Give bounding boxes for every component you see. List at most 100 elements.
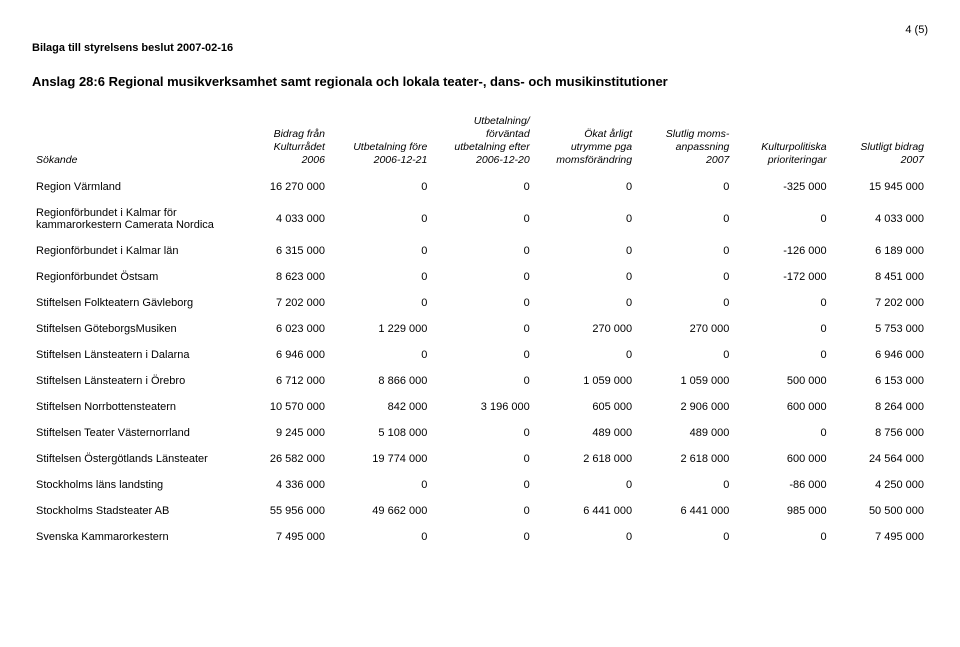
value-cell: 5 108 000 xyxy=(329,420,431,446)
value-cell: 0 xyxy=(733,316,830,342)
value-cell: 4 336 000 xyxy=(237,472,329,498)
value-cell: 489 000 xyxy=(636,420,733,446)
table-row: Regionförbundet i Kalmar för kammarorkes… xyxy=(32,200,928,238)
value-cell: 0 xyxy=(534,472,636,498)
value-cell: 0 xyxy=(534,524,636,550)
table-row: Stiftelsen Länsteatern i Örebro6 712 000… xyxy=(32,368,928,394)
value-cell: 500 000 xyxy=(733,368,830,394)
column-header: Slutlig moms-anpassning2007 xyxy=(636,113,733,174)
table-row: Region Värmland16 270 0000000-325 00015 … xyxy=(32,174,928,200)
value-cell: 2 906 000 xyxy=(636,394,733,420)
value-cell: 2 618 000 xyxy=(636,446,733,472)
value-cell: 4 033 000 xyxy=(237,200,329,238)
value-cell: 10 570 000 xyxy=(237,394,329,420)
table-row: Stiftelsen Östergötlands Länsteater26 58… xyxy=(32,446,928,472)
value-cell: 0 xyxy=(733,342,830,368)
value-cell: 5 753 000 xyxy=(831,316,928,342)
column-header: Sökande xyxy=(32,113,237,174)
value-cell: 0 xyxy=(733,290,830,316)
value-cell: 270 000 xyxy=(534,316,636,342)
value-cell: 0 xyxy=(431,524,533,550)
table-row: Stiftelsen Folkteatern Gävleborg7 202 00… xyxy=(32,290,928,316)
applicant-cell: Regionförbundet i Kalmar för kammarorkes… xyxy=(32,200,237,238)
value-cell: 0 xyxy=(534,264,636,290)
value-cell: 2 618 000 xyxy=(534,446,636,472)
value-cell: 55 956 000 xyxy=(237,498,329,524)
value-cell: 0 xyxy=(636,524,733,550)
value-cell: 0 xyxy=(329,238,431,264)
value-cell: 0 xyxy=(431,316,533,342)
column-header: Slutligt bidrag2007 xyxy=(831,113,928,174)
value-cell: 0 xyxy=(329,290,431,316)
value-cell: 1 059 000 xyxy=(636,368,733,394)
applicant-cell: Stiftelsen Folkteatern Gävleborg xyxy=(32,290,237,316)
value-cell: 16 270 000 xyxy=(237,174,329,200)
column-header: Utbetalning/förväntadutbetalning efter20… xyxy=(431,113,533,174)
table-row: Stiftelsen GöteborgsMusiken6 023 0001 22… xyxy=(32,316,928,342)
applicant-cell: Stiftelsen Norrbottensteatern xyxy=(32,394,237,420)
table-body: Region Värmland16 270 0000000-325 00015 … xyxy=(32,174,928,550)
value-cell: 6 441 000 xyxy=(534,498,636,524)
value-cell: 0 xyxy=(534,200,636,238)
value-cell: 15 945 000 xyxy=(831,174,928,200)
value-cell: -172 000 xyxy=(733,264,830,290)
column-header: Kulturpolitiskaprioriteringar xyxy=(733,113,830,174)
value-cell: 0 xyxy=(431,498,533,524)
applicant-cell: Region Värmland xyxy=(32,174,237,200)
applicant-cell: Svenska Kammarorkestern xyxy=(32,524,237,550)
table-row: Stiftelsen Norrbottensteatern10 570 0008… xyxy=(32,394,928,420)
value-cell: 0 xyxy=(733,200,830,238)
value-cell: 8 866 000 xyxy=(329,368,431,394)
value-cell: 600 000 xyxy=(733,394,830,420)
value-cell: 7 202 000 xyxy=(237,290,329,316)
value-cell: 489 000 xyxy=(534,420,636,446)
value-cell: 0 xyxy=(431,264,533,290)
value-cell: 6 441 000 xyxy=(636,498,733,524)
value-cell: 7 495 000 xyxy=(237,524,329,550)
value-cell: 1 229 000 xyxy=(329,316,431,342)
value-cell: 8 623 000 xyxy=(237,264,329,290)
applicant-cell: Regionförbundet i Kalmar län xyxy=(32,238,237,264)
value-cell: 26 582 000 xyxy=(237,446,329,472)
applicant-cell: Regionförbundet Östsam xyxy=(32,264,237,290)
value-cell: 0 xyxy=(636,238,733,264)
table-row: Stockholms läns landsting4 336 0000000-8… xyxy=(32,472,928,498)
value-cell: 0 xyxy=(431,420,533,446)
value-cell: 4 033 000 xyxy=(831,200,928,238)
value-cell: 0 xyxy=(431,174,533,200)
value-cell: 0 xyxy=(431,446,533,472)
applicant-cell: Stiftelsen GöteborgsMusiken xyxy=(32,316,237,342)
value-cell: 8 451 000 xyxy=(831,264,928,290)
value-cell: 6 023 000 xyxy=(237,316,329,342)
value-cell: 842 000 xyxy=(329,394,431,420)
value-cell: 6 153 000 xyxy=(831,368,928,394)
value-cell: 6 315 000 xyxy=(237,238,329,264)
table-row: Stockholms Stadsteater AB55 956 00049 66… xyxy=(32,498,928,524)
applicant-cell: Stiftelsen Länsteatern i Dalarna xyxy=(32,342,237,368)
appendix-line: Bilaga till styrelsens beslut 2007-02-16 xyxy=(32,42,928,54)
value-cell: 6 946 000 xyxy=(237,342,329,368)
value-cell: 600 000 xyxy=(733,446,830,472)
data-table: SökandeBidrag frånKulturrådet2006Utbetal… xyxy=(32,113,928,550)
value-cell: 0 xyxy=(329,200,431,238)
column-header: Ökat årligtutrymme pgamomsförändring xyxy=(534,113,636,174)
value-cell: 0 xyxy=(636,290,733,316)
value-cell: 0 xyxy=(534,238,636,264)
value-cell: 0 xyxy=(733,420,830,446)
value-cell: 985 000 xyxy=(733,498,830,524)
value-cell: 8 264 000 xyxy=(831,394,928,420)
value-cell: 24 564 000 xyxy=(831,446,928,472)
value-cell: 6 189 000 xyxy=(831,238,928,264)
value-cell: 0 xyxy=(329,264,431,290)
value-cell: 0 xyxy=(431,342,533,368)
value-cell: 49 662 000 xyxy=(329,498,431,524)
value-cell: 0 xyxy=(733,524,830,550)
value-cell: -325 000 xyxy=(733,174,830,200)
value-cell: 270 000 xyxy=(636,316,733,342)
applicant-cell: Stiftelsen Östergötlands Länsteater xyxy=(32,446,237,472)
page-number: 4 (5) xyxy=(32,24,928,36)
table-row: Stiftelsen Teater Västernorrland9 245 00… xyxy=(32,420,928,446)
value-cell: 0 xyxy=(329,174,431,200)
value-cell: 0 xyxy=(431,200,533,238)
value-cell: 7 495 000 xyxy=(831,524,928,550)
